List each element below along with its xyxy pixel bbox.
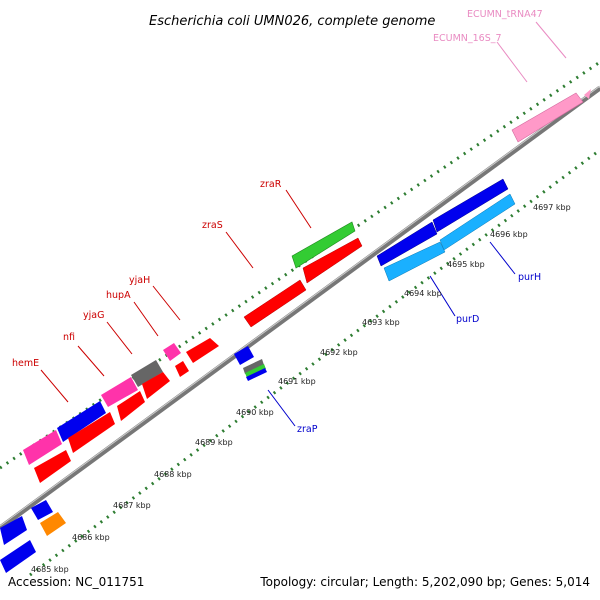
label-yjaH: yjaH (129, 275, 150, 286)
kbp-label-4689: 4689 kbp (195, 438, 233, 447)
kbp-label-4693: 4693 kbp (362, 318, 400, 327)
leader-zraS (225, 231, 254, 269)
feature-purH-cyan[interactable] (439, 193, 516, 251)
leader-hupA (133, 301, 159, 337)
accession-text: Accession: NC_011751 (8, 575, 144, 589)
kbp-label-4695: 4695 kbp (447, 260, 485, 269)
feature-hemE[interactable] (23, 430, 62, 465)
feature-nfi[interactable] (57, 401, 106, 442)
leader-16S (496, 41, 528, 83)
kbp-label-4686: 4686 kbp (72, 533, 110, 542)
feature-purD-blue[interactable] (376, 221, 438, 267)
leader-yjaG (106, 321, 133, 355)
label-ECUMN_tRNA47: ECUMN_tRNA47 (467, 9, 543, 20)
kbp-label-4690: 4690 kbp (236, 408, 274, 417)
label-yjaG: yjaG (83, 310, 104, 321)
feature-hupA[interactable] (131, 360, 163, 387)
feature-blue-lower-2[interactable] (0, 516, 27, 545)
leader-purH (489, 241, 516, 275)
label-ECUMN_16S_7: ECUMN_16S_7 (433, 33, 502, 44)
feature-orange[interactable] (40, 512, 66, 536)
feature-zraP-stack-green[interactable] (245, 364, 266, 378)
feature-zraP-stack-blue[interactable] (246, 368, 267, 381)
label-purH: purH (518, 272, 541, 283)
genome-backbone-highlight (0, 85, 600, 527)
feature-purH-blue[interactable] (432, 178, 509, 233)
label-hemE: hemE (12, 358, 39, 369)
feature-purD-cyan[interactable] (383, 241, 446, 282)
leader-zraP (267, 389, 296, 427)
feature-red-upper[interactable] (302, 237, 363, 284)
feature-zraP-stack-gray[interactable] (243, 359, 264, 374)
label-zraR: zraR (260, 179, 282, 190)
feature-red-mid-2[interactable] (117, 391, 145, 421)
kbp-label-4692: 4692 kbp (320, 348, 358, 357)
label-purD: purD (456, 314, 479, 325)
leader-zraR (285, 189, 312, 229)
genome-title: Escherichia coli UMN026, complete genome (149, 14, 435, 29)
leader-purD (429, 275, 456, 317)
reverse-dotted-track (29, 148, 600, 577)
kbp-label-4691: 4691 kbp (278, 377, 316, 386)
leader-yjaH (152, 285, 181, 321)
feature-ECUMN_16S_7[interactable] (511, 92, 584, 143)
feature-zraS-red[interactable] (243, 279, 307, 328)
kbp-label-4696: 4696 kbp (490, 230, 528, 239)
genome-backbone (0, 85, 600, 531)
kbp-label-4688: 4688 kbp (154, 470, 192, 479)
kbp-label-4687: 4687 kbp (113, 501, 151, 510)
genome-summary-text: Topology: circular; Length: 5,202,090 bp… (259, 575, 590, 589)
leader-tRNA47 (535, 21, 567, 59)
feature-yjaG[interactable] (101, 377, 138, 407)
forward-dotted-track (0, 60, 600, 470)
feature-zraR[interactable] (291, 221, 356, 269)
kbp-label-4685: 4685 kbp (31, 565, 69, 574)
leader-nfi (77, 345, 105, 377)
kbp-label-4697: 4697 kbp (533, 203, 571, 212)
label-hupA: hupA (106, 290, 131, 301)
feature-yjaH[interactable] (163, 343, 181, 361)
feature-red-lower[interactable] (34, 450, 71, 483)
feature-red-small-1[interactable] (186, 338, 219, 363)
feature-red-mid-3[interactable] (68, 412, 115, 453)
label-zraP: zraP (297, 424, 318, 435)
feature-blue-lower-3[interactable] (0, 540, 36, 573)
feature-red-small-2[interactable] (175, 361, 189, 377)
feature-ECUMN_tRNA47[interactable] (584, 89, 591, 99)
feature-blue-small[interactable] (234, 346, 254, 365)
kbp-label-4694: 4694 kbp (404, 289, 442, 298)
leader-hemE (40, 369, 69, 403)
label-zraS: zraS (202, 220, 223, 231)
feature-red-mid-1[interactable] (142, 372, 170, 399)
feature-blue-lower-1[interactable] (31, 500, 53, 520)
label-nfi: nfi (63, 332, 75, 343)
